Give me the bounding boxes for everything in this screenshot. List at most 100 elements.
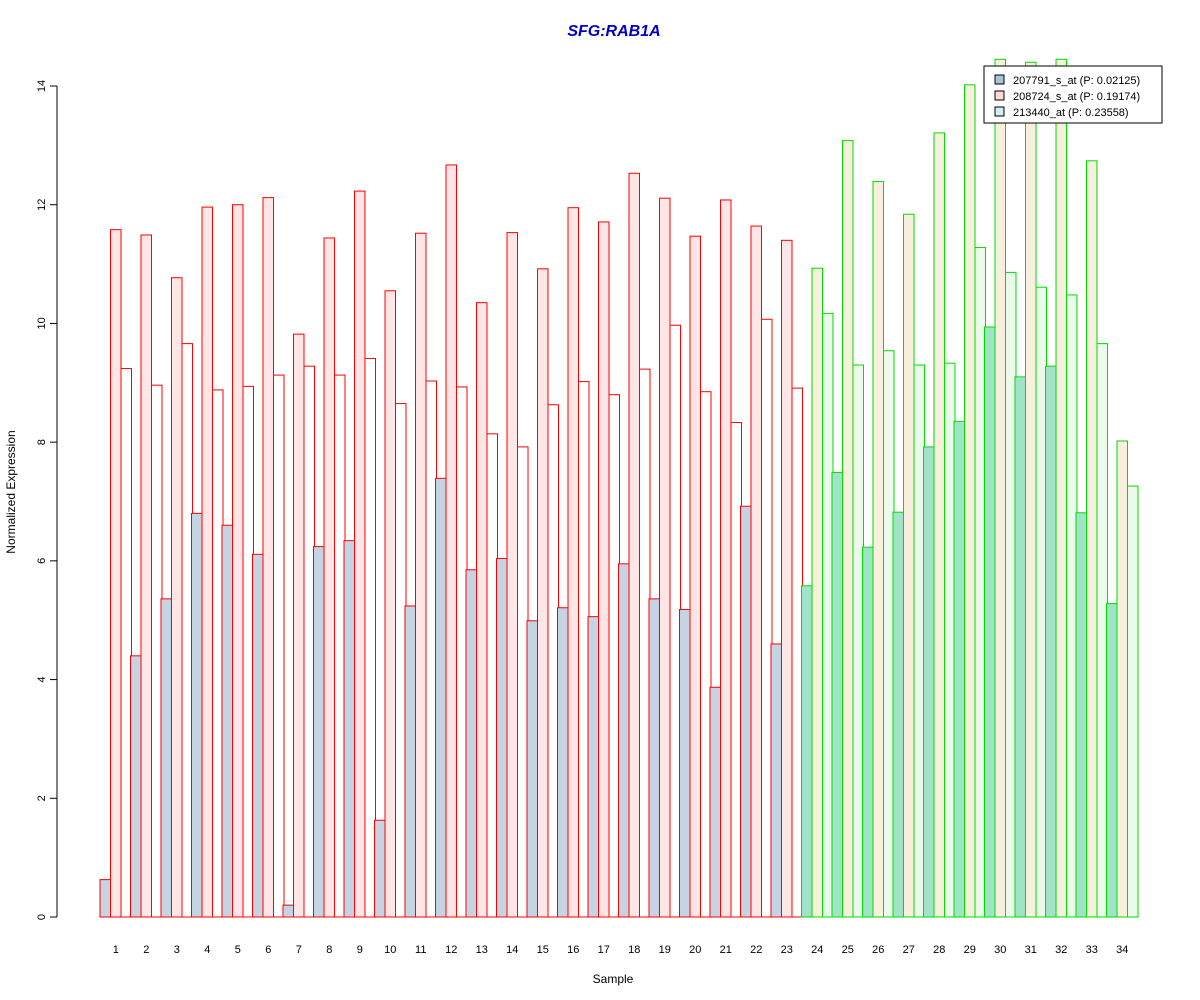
bar: [171, 277, 183, 918]
bar: [689, 235, 701, 918]
bar: [984, 326, 996, 918]
bar: [1096, 343, 1108, 918]
bar: [1014, 376, 1026, 918]
x-axis-tick-labels: 1 2 3 4 5 6 7 8 9 10 11 12 13 14 15 16 17 18 19 20 21 22 23 24 2…: [113, 944, 1129, 956]
y-tick-label: 8: [36, 439, 48, 445]
bar: [242, 385, 254, 918]
x-tick-label: 1: [113, 944, 119, 956]
x-tick-label: 18: [628, 944, 640, 956]
bar: [1045, 365, 1057, 918]
x-tick-label: 17: [598, 944, 610, 956]
bar: [435, 477, 447, 918]
legend: 207791_s_at (P: 0.02125) 208724_s_at (P:…: [983, 65, 1163, 124]
bar: [496, 557, 508, 918]
bar: [303, 365, 315, 918]
bar: [1127, 485, 1139, 918]
x-tick-label: 33: [1086, 944, 1098, 956]
bar: [191, 512, 203, 918]
bar: [221, 524, 233, 918]
bar: [130, 655, 142, 918]
legend-swatch: [994, 74, 1005, 85]
y-tick-label: 0: [36, 914, 48, 920]
bar: [862, 546, 874, 918]
x-tick-label: 8: [326, 944, 332, 956]
bar: [1035, 286, 1047, 918]
x-tick-label: 15: [537, 944, 549, 956]
bar: [374, 819, 386, 918]
bar: [273, 374, 285, 918]
bar: [506, 232, 518, 918]
chart-title: SFG:RAB1A: [567, 23, 660, 40]
x-tick-label: 34: [1116, 944, 1128, 956]
bar: [395, 403, 407, 918]
bar: [1055, 58, 1067, 918]
x-tick-label: 31: [1025, 944, 1037, 956]
bar: [1086, 160, 1098, 918]
bar: [567, 207, 579, 918]
bar: [343, 540, 355, 918]
x-tick-label: 11: [415, 944, 426, 956]
x-tick-label: 10: [384, 944, 396, 956]
bar: [750, 225, 762, 918]
bar: [557, 607, 569, 918]
bar: [770, 643, 782, 918]
legend-entry: 208724_s_at (P: 0.19174): [1013, 91, 1140, 103]
y-tick-label: 12: [36, 199, 48, 211]
x-tick-label: 2: [143, 944, 149, 956]
x-tick-label: 5: [235, 944, 241, 956]
x-tick-label: 21: [720, 944, 732, 956]
x-tick-label: 27: [903, 944, 915, 956]
bar: [1075, 512, 1087, 918]
bar: [618, 563, 630, 918]
bar: [730, 422, 742, 918]
y-tick-label: 6: [36, 558, 48, 564]
bar: [679, 609, 691, 918]
bar: [120, 368, 132, 918]
x-axis-label: Sample: [593, 972, 634, 986]
bar: [1116, 440, 1128, 918]
bar: [842, 140, 854, 918]
bar: [781, 239, 793, 918]
bar: [517, 446, 529, 918]
x-tick-label: 28: [933, 944, 945, 956]
bar: [212, 389, 224, 918]
bar: [526, 620, 538, 918]
bar: [140, 234, 152, 918]
legend-entry: 207791_s_at (P: 0.02125): [1013, 75, 1140, 87]
bar: [639, 368, 651, 918]
y-tick-label: 14: [36, 80, 48, 92]
legend-entry: 213440_at (P: 0.23558): [1013, 107, 1129, 119]
bar: [598, 221, 610, 918]
bar: [700, 391, 712, 918]
legend-swatch: [994, 90, 1005, 101]
legend-box: [983, 65, 1163, 124]
bar: [709, 686, 721, 918]
bar: [110, 229, 122, 918]
bars: [99, 58, 1139, 918]
bar: [852, 364, 864, 918]
bar: [587, 616, 599, 918]
bar: [872, 181, 884, 918]
bar: [293, 333, 305, 918]
y-axis-label: Normalized Expression: [4, 430, 18, 553]
bar: [384, 290, 396, 918]
x-tick-label: 13: [476, 944, 488, 956]
x-tick-label: 23: [781, 944, 793, 956]
bar: [99, 879, 111, 918]
bar: [445, 164, 457, 918]
bar: [578, 381, 590, 918]
bar: [334, 374, 346, 918]
x-tick-label: 7: [296, 944, 302, 956]
bar: [994, 58, 1006, 918]
bar: [740, 505, 752, 918]
x-tick-label: 9: [357, 944, 363, 956]
bar: [933, 132, 945, 918]
bar: [262, 197, 274, 918]
y-axis: 0 2 4 6 8 10 12 14: [36, 80, 58, 920]
bar: [181, 343, 193, 918]
bar: [791, 387, 803, 918]
bar: [232, 204, 244, 918]
y-tick-label: 2: [36, 795, 48, 801]
bar: [628, 172, 640, 918]
